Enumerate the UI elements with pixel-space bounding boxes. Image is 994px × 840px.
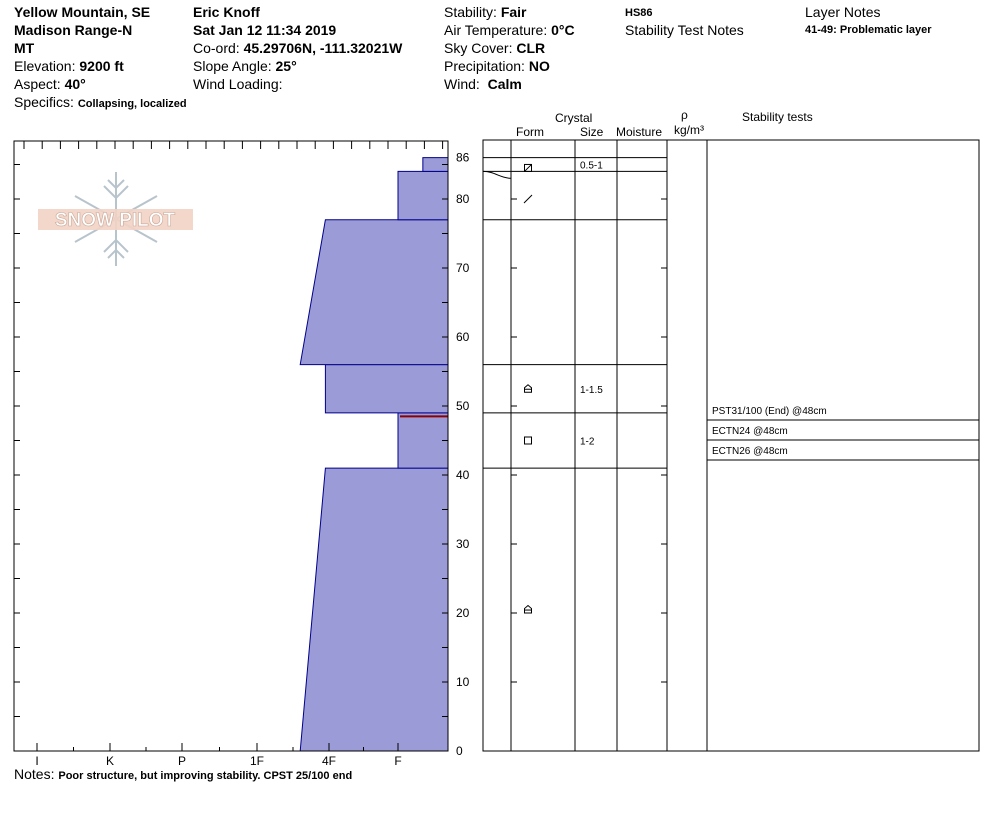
grain-size-label: 1-2: [580, 437, 595, 448]
symbol-hoar: [524, 384, 532, 393]
hs-value: HS86: [625, 7, 653, 19]
y-tick-label: 10: [456, 675, 470, 689]
x-tick-label: K: [106, 754, 114, 768]
symbol-diagonal: [524, 164, 532, 172]
plot-frame: [13, 140, 449, 752]
aspect-label: Aspect:: [14, 76, 61, 92]
stability-value: Fair: [500, 4, 527, 20]
elevation-label: Elevation:: [14, 58, 76, 74]
aspect-row: Aspect: 40°: [14, 77, 86, 91]
hardness-layer-3: [299, 219, 449, 366]
y-tick-label: 86: [456, 151, 470, 165]
y-tick-label: 40: [456, 468, 470, 482]
temperature-profile: [482, 170, 512, 179]
y-tick-label: 60: [456, 330, 470, 344]
slope-label: Slope Angle:: [193, 58, 272, 74]
wind-value: Calm: [487, 76, 522, 92]
elevation-row: Elevation: 9200 ft: [14, 59, 124, 73]
y-tick-label: 0: [456, 744, 463, 758]
sky-row: Sky Cover: CLR: [444, 41, 545, 55]
density-unit: kg/m³: [674, 123, 704, 137]
air-temp-row: Air Temperature: 0°C: [444, 23, 575, 37]
size-header: Size: [580, 125, 604, 139]
hardness-layer-1: [397, 412, 449, 469]
specifics-value: Collapsing, localized: [77, 98, 187, 110]
logo-text: SNOW PILOT: [55, 210, 176, 231]
precip-value: NO: [528, 58, 550, 74]
observer-name: Eric Knoff: [193, 4, 260, 20]
wind-label: Wind:: [444, 76, 480, 92]
x-tick-label: P: [178, 754, 186, 768]
slope-value: 25°: [275, 58, 297, 74]
y-tick-label: 70: [456, 261, 470, 275]
facet-icon: [524, 436, 532, 445]
coord-value: 45.29706N, -111.32021W: [243, 40, 403, 56]
hardness-layer-2: [324, 364, 449, 414]
hardness-layer-0: [299, 467, 449, 752]
air-temp-label: Air Temperature:: [444, 22, 548, 38]
x-tick-label: 1F: [250, 754, 264, 768]
form-header: Form: [516, 125, 544, 139]
crystal-header: Crystal: [555, 111, 593, 125]
decomposing-icon: [523, 194, 533, 204]
stability-test-label: ECTN24 @48cm: [712, 426, 788, 437]
stability-test-label: PST31/100 (End) @48cm: [712, 406, 827, 417]
symbol-square: [524, 163, 532, 172]
slope-row: Slope Angle: 25°: [193, 59, 297, 73]
aspect-value: 40°: [64, 76, 86, 92]
precip-row: Precipitation: NO: [444, 59, 550, 73]
air-temp-value: 0°C: [551, 22, 575, 38]
moisture-header: Moisture: [616, 125, 663, 139]
y-tick-label: 30: [456, 537, 470, 551]
stability-tests-header: Stability tests: [742, 110, 813, 124]
stability-label: Stability:: [444, 4, 497, 20]
sky-label: Sky Cover:: [444, 40, 513, 56]
notes-value: Poor structure, but improving stability.…: [58, 770, 353, 782]
wind-loading-label: Wind Loading:: [193, 76, 283, 92]
y-tick-label: 50: [456, 399, 470, 413]
rounding-facet-icon: [524, 163, 532, 172]
hardness-profile-plot: I K P 1F 4F F 0 10 20 30 40 50 60 70 80 86: [13, 140, 470, 768]
snowpilot-logo: SNOW PILOT: [38, 172, 193, 266]
sky-value: CLR: [516, 40, 546, 56]
coord-label: Co-ord:: [193, 40, 240, 56]
layer-note: 41-49: Problematic layer: [805, 24, 932, 36]
table-frame: [482, 139, 980, 752]
specifics-label: Specifics:: [14, 94, 74, 110]
density-symbol: ρ: [681, 108, 688, 122]
depth-hoar-icon: [524, 384, 532, 393]
notes-row: Notes: Poor structure, but improving sta…: [14, 767, 352, 782]
location-line-3: MT: [14, 40, 35, 56]
layer-notes-title: Layer Notes: [805, 4, 881, 20]
grain-size-label: 0.5-1: [580, 161, 603, 172]
layer-table: 0.5-1 1-1.5 1-2 PST31/100 (End) @48cm ECTN24…: [482, 139, 980, 752]
specifics-row: Specifics: Collapsing, localized: [14, 95, 187, 110]
elevation-value: 9200 ft: [79, 58, 124, 74]
grain-size-label: 1-1.5: [580, 385, 603, 396]
location-line-2: Madison Range-N: [14, 22, 133, 38]
wind-row: Wind: Calm: [444, 77, 522, 91]
y-tick-label: 20: [456, 606, 470, 620]
symbol-slash: [523, 194, 533, 204]
y-tick-label: 80: [456, 192, 470, 206]
x-tick-label: 4F: [322, 754, 336, 768]
depth-hoar-icon: [524, 604, 532, 614]
stability-test-label: ECTN26 @48cm: [712, 446, 788, 457]
x-tick-label: F: [394, 754, 401, 768]
hardness-layer-4: [397, 170, 449, 221]
observation-date: Sat Jan 12 11:34 2019: [193, 22, 337, 38]
symbol-hoar: [524, 604, 532, 614]
location-line-1: Yellow Mountain, SE: [14, 4, 151, 20]
wind-loading-row: Wind Loading:: [193, 77, 283, 91]
x-tick-label: I: [35, 754, 38, 768]
notes-label: Notes:: [14, 766, 55, 782]
symbol-square: [524, 436, 532, 445]
stability-row: Stability: Fair: [444, 5, 527, 19]
coord-row: Co-ord: 45.29706N, -111.32021W: [193, 41, 402, 55]
precip-label: Precipitation:: [444, 58, 525, 74]
stability-test-notes-title: Stability Test Notes: [625, 22, 744, 38]
